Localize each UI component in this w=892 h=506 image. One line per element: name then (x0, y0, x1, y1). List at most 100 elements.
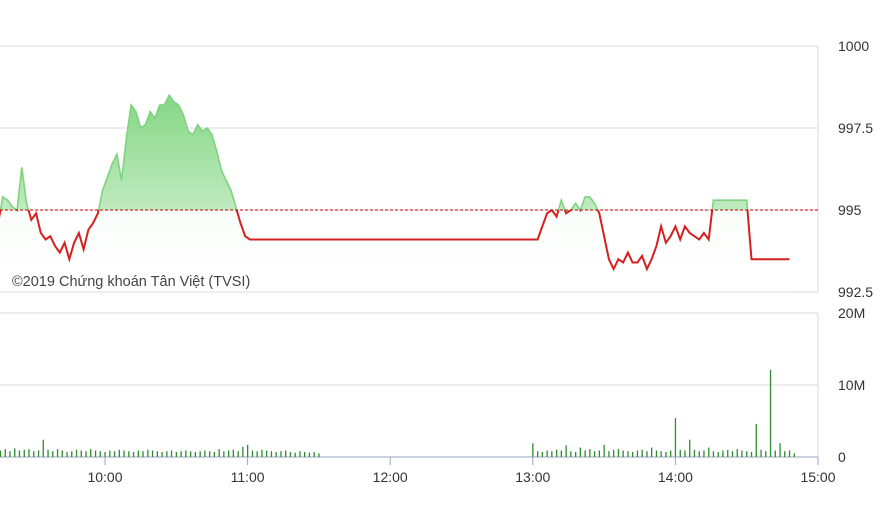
volume-bar (617, 449, 620, 457)
volume-bar (779, 443, 781, 457)
price-y-tick-label: 992.5 (838, 284, 873, 300)
volume-bar (727, 449, 729, 457)
volume-bar (23, 449, 25, 457)
volume-bar (632, 452, 634, 457)
volume-bar (627, 451, 629, 457)
volume-bar (75, 449, 78, 457)
x-tick-label: 11:00 (231, 469, 265, 485)
volume-bar (99, 451, 101, 457)
volume-y-tick-label: 10M (838, 377, 865, 393)
volume-bar (128, 451, 130, 457)
volume-bar (247, 444, 249, 457)
price-y-tick-label: 997.5 (838, 120, 873, 136)
volume-bar (299, 451, 301, 457)
volume-bar (94, 450, 97, 457)
volume-bar (532, 443, 534, 457)
volume-bar (118, 449, 120, 457)
volume-bar (132, 452, 135, 457)
volume-bar (18, 450, 21, 457)
volume-bar (651, 447, 653, 457)
volume-bar (660, 451, 662, 457)
volume-bar (541, 452, 543, 457)
volume-bar (698, 451, 700, 457)
volume-bar (722, 450, 724, 457)
volume-bar (180, 451, 182, 457)
volume-bar (289, 452, 292, 457)
volume-bar (750, 452, 753, 457)
volume-bar (294, 452, 296, 457)
price-y-tick-label: 995 (838, 202, 862, 218)
volume-y-tick-label: 0 (838, 449, 846, 465)
volume-bar (137, 450, 139, 457)
volume-bar (741, 450, 743, 457)
volume-bar (551, 451, 553, 457)
volume-bar (318, 453, 320, 457)
volume-bar (594, 451, 596, 457)
volume-bar (85, 451, 87, 457)
volume-bar (537, 451, 539, 457)
volume-bar (584, 450, 586, 457)
volume-bar (275, 452, 277, 457)
x-axis-labels: 10:00 11:00 12:00 13:00 14:00 15:00 (87, 457, 836, 485)
volume-bar (598, 450, 600, 457)
volume-bars (0, 369, 795, 457)
volume-bar (736, 449, 738, 457)
volume-bar (223, 451, 225, 457)
volume-bar (237, 451, 239, 457)
volume-bar (679, 449, 681, 457)
volume-bar (579, 447, 581, 457)
volume-bar (71, 451, 73, 457)
volume-bar (731, 451, 734, 457)
volume-bar (251, 450, 254, 457)
volume-bar (270, 451, 273, 457)
volume-bar (194, 452, 196, 457)
volume-bar (147, 449, 149, 457)
volume-bar (769, 369, 772, 457)
volume-bar (717, 452, 719, 457)
volume-bar (170, 450, 173, 457)
volume-bar (674, 418, 677, 457)
volume-bar (603, 444, 605, 457)
volume-bar (4, 449, 6, 457)
volume-bar (636, 450, 639, 457)
volume-bar (47, 449, 49, 457)
volume-bar (646, 451, 648, 457)
volume-bar (204, 450, 206, 457)
x-tick-label: 14:00 (658, 469, 693, 485)
x-tick-label: 12:00 (373, 469, 408, 485)
volume-bar (66, 452, 68, 457)
volume-bar (565, 445, 567, 457)
volume-bar (232, 449, 234, 457)
volume-bar (28, 449, 30, 457)
x-tick-label: 15:00 (800, 469, 835, 485)
x-tick-label: 10:00 (87, 469, 122, 485)
volume-bar (655, 450, 658, 457)
volume-bar (61, 450, 63, 457)
volume-bar (142, 451, 144, 457)
volume-bar (9, 451, 11, 457)
volume-bar (684, 450, 686, 457)
volume-bar (156, 451, 158, 457)
volume-bar (190, 451, 192, 457)
volume-bar (14, 448, 16, 457)
volume-bar (313, 452, 315, 457)
volume-bar (546, 450, 548, 457)
volume-grid (0, 312, 819, 458)
volume-bar (693, 449, 696, 457)
volume-y-axis-labels: 20M 10M 0 (838, 305, 865, 465)
volume-bar (228, 450, 230, 457)
volume-bar (285, 450, 287, 457)
volume-bar (689, 439, 691, 457)
volume-bar (123, 450, 125, 457)
volume-bar (622, 450, 624, 457)
volume-bar (42, 439, 44, 457)
volume-bar (80, 450, 82, 457)
volume-bar (109, 450, 111, 457)
volume-bar (613, 449, 615, 457)
volume-bar (793, 453, 795, 457)
volume-bar (665, 452, 667, 457)
volume-bar (161, 452, 163, 457)
volume-bar (560, 450, 562, 457)
price-area-above-reference (0, 95, 790, 210)
